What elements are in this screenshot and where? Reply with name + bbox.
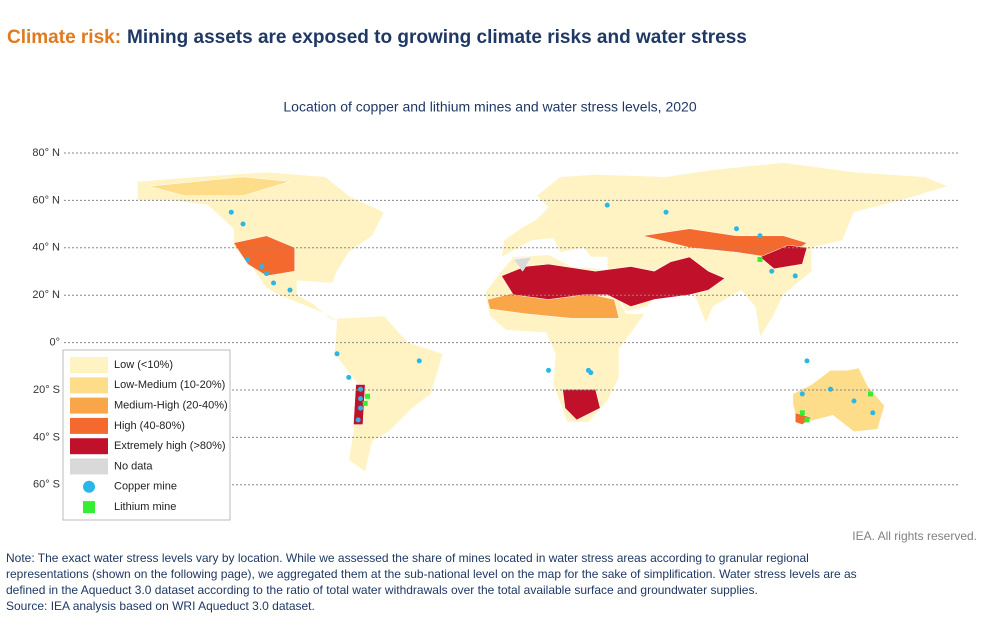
copper-mine — [546, 367, 551, 373]
lithium-mine — [867, 391, 873, 397]
lithium-mine — [362, 400, 368, 406]
legend-label: Lithium mine — [114, 501, 176, 513]
note-line: defined in the Aqueduct 3.0 dataset acco… — [6, 583, 758, 597]
legend-box — [62, 349, 231, 521]
us-west — [233, 235, 295, 277]
copper-mine — [851, 398, 857, 404]
latitude-label: 60° S — [33, 479, 60, 491]
legend-swatch — [70, 458, 108, 475]
copper-mine — [358, 405, 363, 411]
copper-mine — [588, 370, 594, 376]
legend-label: No data — [114, 460, 153, 472]
australia — [792, 367, 885, 432]
antarctic-none — [512, 256, 533, 272]
copper-mine — [334, 351, 340, 357]
chile — [353, 384, 366, 425]
note-line: representations (shown on the following … — [6, 567, 857, 581]
north-china — [759, 244, 808, 270]
copper-mine — [769, 268, 775, 274]
australia-sw — [795, 412, 813, 425]
south-america — [334, 315, 444, 473]
legend-swatch — [83, 480, 95, 493]
copper-mine — [358, 396, 363, 402]
lithium-mine — [757, 256, 763, 262]
copper-mine — [346, 374, 352, 380]
legend-swatch — [83, 501, 95, 514]
legend-label: Low (<10%) — [114, 359, 173, 371]
legend-swatch — [70, 357, 108, 373]
title-main: Mining assets are exposed to growing cli… — [127, 27, 747, 48]
latitude-label: 20° S — [33, 384, 60, 396]
legend-swatch — [70, 397, 108, 414]
copper-mine — [264, 271, 269, 277]
copper-mine — [604, 202, 610, 208]
canada-north — [148, 176, 291, 196]
legend: Low (<10%) Low-Medium (10-20%) Medium-High… — [70, 357, 228, 514]
copper-mine — [757, 233, 763, 239]
footer: Note: The exact water stress levels vary… — [6, 551, 857, 613]
copper-mine — [287, 287, 293, 293]
copyright: IEA. All rights reserved. — [852, 529, 977, 543]
copper-mine — [792, 273, 798, 279]
latitude-label: 0° — [49, 337, 60, 349]
note-line: Note: The exact water stress levels vary… — [6, 551, 809, 565]
lithium-mine — [799, 410, 805, 416]
copper-mine — [355, 417, 361, 423]
copper-mine — [828, 386, 833, 392]
title: Climate risk: Mining assets are exposed t… — [7, 27, 747, 48]
legend-label: Copper mine — [114, 481, 177, 493]
latitude-label: 20° N — [32, 289, 60, 301]
world-map — [137, 162, 949, 473]
latitude-label: 80° N — [32, 147, 60, 159]
latitude-label: 40° S — [33, 431, 60, 443]
copper-mine — [804, 358, 810, 364]
source: Source: IEA analysis based on WRI Aquedu… — [6, 599, 315, 613]
southern-africa — [562, 388, 601, 421]
legend-label: Extremely high (>80%) — [114, 440, 226, 452]
copper-mine — [245, 256, 251, 262]
copper-mine — [271, 280, 277, 286]
copper-mine — [663, 209, 669, 215]
copper-mine — [358, 386, 363, 392]
legend-swatch — [70, 417, 108, 434]
lithium-mine — [365, 393, 371, 399]
arid-belt — [501, 256, 726, 307]
legend-label: High (40-80%) — [114, 420, 185, 432]
copper-mine — [870, 410, 876, 416]
title-prefix: Climate risk: — [7, 27, 121, 48]
copper-mine — [259, 263, 265, 269]
legend-label: Low-Medium (10-20%) — [114, 379, 225, 391]
latitude-label: 60° N — [32, 194, 60, 206]
legend-label: Medium-High (20-40%) — [114, 400, 228, 412]
lithium-mine — [804, 417, 810, 423]
central-asia — [642, 228, 808, 260]
copper-mine — [734, 226, 739, 232]
legend-swatch — [70, 438, 108, 455]
copper-mine — [228, 209, 234, 215]
legend-swatch — [70, 377, 108, 394]
latitude-label: 40° N — [32, 242, 60, 254]
copper-mine — [240, 221, 246, 227]
map-subtitle: Location of copper and lithium mines and… — [283, 99, 696, 115]
copper-mine — [416, 358, 422, 364]
copper-mine — [799, 391, 805, 397]
